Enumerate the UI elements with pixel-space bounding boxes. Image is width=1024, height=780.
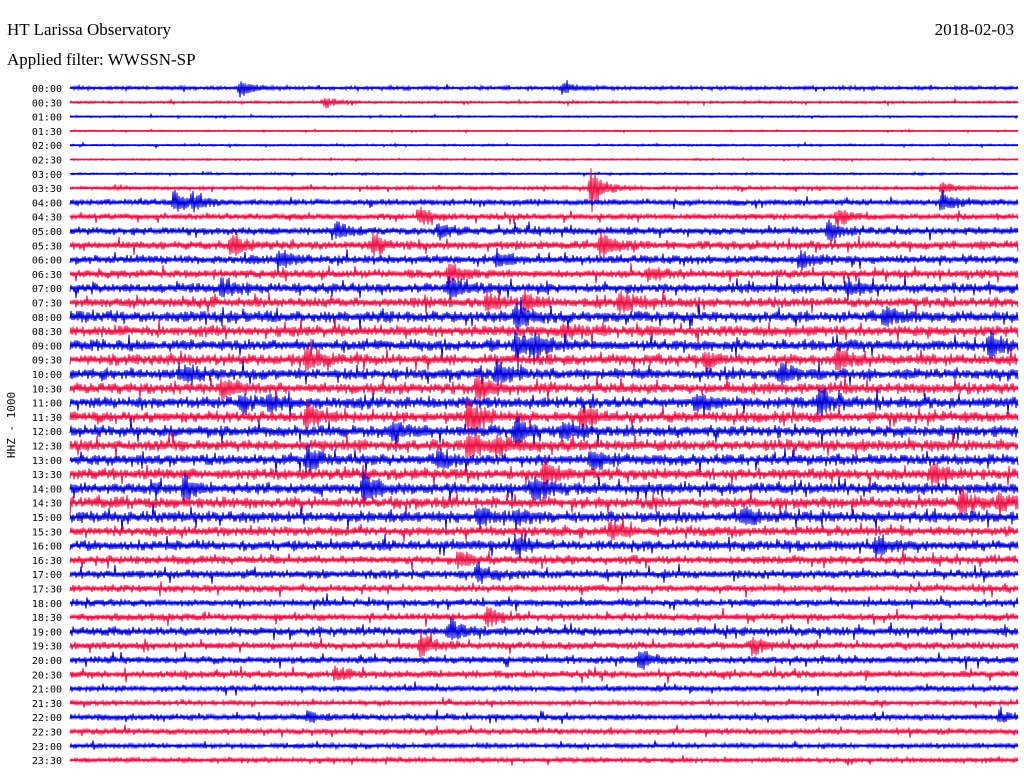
seismic-trace [69,665,1019,684]
row-time-label: 14:30 [32,499,62,510]
row-time-label: 14:00 [32,484,62,495]
row-time-label: 09:30 [32,356,62,367]
row-time-label: 01:30 [32,127,62,138]
row-time-label: 19:30 [32,642,62,653]
row-time-label: 22:00 [32,713,62,724]
seismic-trace [69,97,1019,109]
row-time-label: 16:30 [32,556,62,567]
row-time-label: 12:00 [32,427,62,438]
row-time-label: 20:00 [32,656,62,667]
row-label-group: 00:00 00:30 01:00 01:30 02:00 02:30 03:00 03:30… [32,84,62,767]
seismic-trace [69,606,1019,628]
row-time-label: 13:00 [32,456,62,467]
row-time-label: 04:30 [32,213,62,224]
seismic-trace [69,617,1019,641]
row-time-label: 05:00 [32,227,62,238]
row-time-label: 06:30 [32,270,62,281]
seismic-trace [69,549,1019,571]
row-time-label: 21:00 [32,685,62,696]
seismic-trace [69,318,1019,346]
row-time-label: 18:30 [32,613,62,624]
seismic-trace [69,189,1019,213]
row-time-label: 15:00 [32,513,62,524]
row-time-label: 09:00 [32,341,62,352]
row-time-label: 08:00 [32,313,62,324]
filter-label: Applied filter: WWSSN-SP [7,50,196,69]
seismic-trace [69,471,1019,508]
row-time-label: 00:00 [32,84,62,95]
seismic-trace [69,755,1019,766]
row-time-label: 06:00 [32,256,62,267]
row-time-label: 23:00 [32,742,62,753]
row-time-label: 20:30 [32,670,62,681]
row-time-label: 22:30 [32,728,62,739]
row-time-label: 13:30 [32,470,62,481]
seismic-trace [69,486,1019,519]
seismic-trace [69,296,1019,331]
seismic-trace [69,504,1019,532]
row-time-label: 10:00 [32,370,62,381]
seismic-trace [69,231,1019,258]
seismic-trace [69,374,1019,404]
seismic-trace [69,359,1019,386]
row-time-label: 11:00 [32,399,62,410]
seismic-trace [69,399,1019,435]
seismic-trace [69,533,1019,559]
row-time-label: 19:00 [32,627,62,638]
row-time-label: 23:30 [32,756,62,767]
seismic-trace [69,581,1019,598]
row-time-label: 17:00 [32,570,62,581]
seismic-trace [69,650,1019,670]
seismic-trace [69,515,1019,542]
seismic-trace [69,431,1019,460]
seismic-trace [69,561,1019,585]
date-label: 2018-02-03 [934,20,1014,39]
seismic-trace [69,630,1019,657]
row-time-label: 02:30 [32,156,62,167]
seismic-trace [69,724,1019,738]
row-time-label: 16:00 [32,542,62,553]
row-time-label: 18:00 [32,599,62,610]
seismic-trace [69,247,1019,273]
row-time-label: 08:30 [32,327,62,338]
row-time-label: 12:30 [32,442,62,453]
row-time-label: 10:30 [32,384,62,395]
row-time-label: 02:00 [32,141,62,152]
row-time-label: 07:30 [32,299,62,310]
seismic-trace [69,338,1019,373]
seismic-trace [69,288,1019,315]
row-time-label: 17:30 [32,585,62,596]
seismic-trace [69,219,1019,242]
y-axis-label: HHZ - 1000 [5,392,18,458]
observatory-title: HT Larissa Observatory [7,20,171,39]
row-time-label: 03:30 [32,184,62,195]
trace-group [69,80,1019,766]
seismic-trace [69,444,1019,475]
row-time-label: 00:30 [32,98,62,109]
row-time-label: 04:00 [32,198,62,209]
seismic-trace [69,262,1019,284]
row-time-label: 07:00 [32,284,62,295]
row-time-label: 01:00 [32,113,62,124]
row-time-label: 03:00 [32,170,62,181]
row-time-label: 21:30 [32,699,62,710]
seismic-trace [69,387,1019,419]
seismic-trace [69,330,1019,371]
row-time-label: 15:30 [32,527,62,538]
seismic-trace [69,80,1019,98]
row-time-label: 11:30 [32,413,62,424]
seismic-trace [69,681,1019,697]
seismic-trace [69,706,1019,724]
seismic-trace [69,593,1019,612]
seismic-trace [69,416,1019,452]
row-time-label: 05:30 [32,241,62,252]
seismic-trace [69,275,1019,301]
seismic-trace [69,697,1019,709]
seismic-trace [69,206,1019,230]
